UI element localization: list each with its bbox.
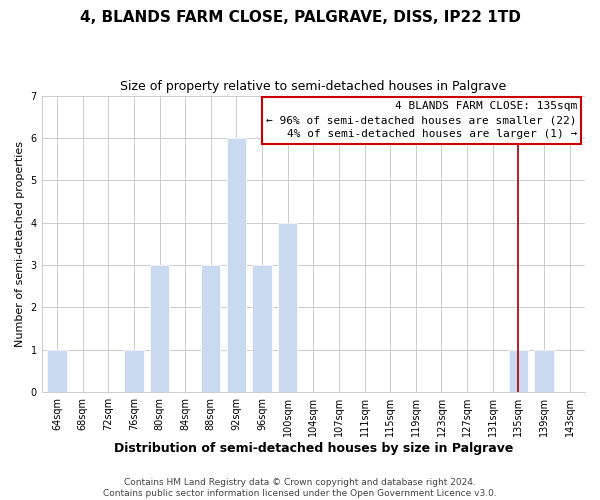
- Y-axis label: Number of semi-detached properties: Number of semi-detached properties: [15, 141, 25, 347]
- Text: Contains HM Land Registry data © Crown copyright and database right 2024.
Contai: Contains HM Land Registry data © Crown c…: [103, 478, 497, 498]
- Text: 4, BLANDS FARM CLOSE, PALGRAVE, DISS, IP22 1TD: 4, BLANDS FARM CLOSE, PALGRAVE, DISS, IP…: [80, 10, 520, 25]
- Title: Size of property relative to semi-detached houses in Palgrave: Size of property relative to semi-detach…: [120, 80, 506, 93]
- Bar: [253, 265, 272, 392]
- Bar: [150, 265, 169, 392]
- Bar: [278, 222, 298, 392]
- Bar: [227, 138, 246, 392]
- Bar: [47, 350, 67, 392]
- Bar: [201, 265, 220, 392]
- Bar: [509, 350, 528, 392]
- Bar: [535, 350, 554, 392]
- Bar: [124, 350, 143, 392]
- Text: 4 BLANDS FARM CLOSE: 135sqm
← 96% of semi-detached houses are smaller (22)
4% of: 4 BLANDS FARM CLOSE: 135sqm ← 96% of sem…: [266, 102, 577, 140]
- X-axis label: Distribution of semi-detached houses by size in Palgrave: Distribution of semi-detached houses by …: [113, 442, 513, 455]
